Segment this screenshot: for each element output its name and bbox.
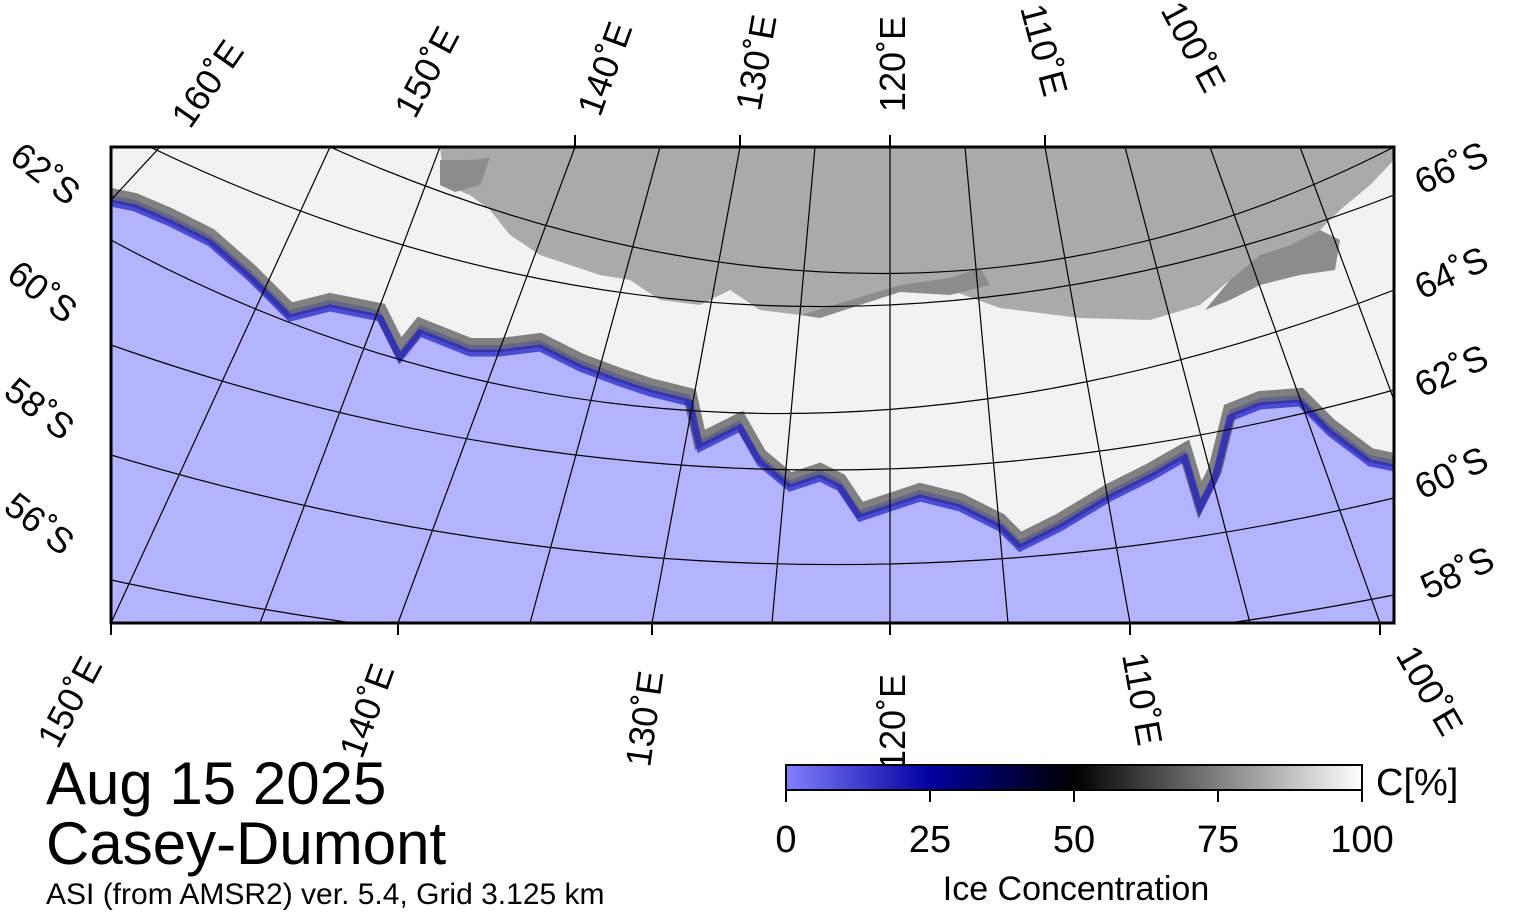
map-area (111, 147, 1394, 623)
bottom-lon-label-140: 140˚E (331, 658, 402, 762)
latitude-grid (111, 147, 1394, 623)
ice-shelf-area-west (440, 158, 490, 192)
right-latitude-labels: 66˚S 64˚S 62˚S 60˚S 58˚S (1408, 133, 1500, 607)
right-lat-label-64: 64˚S (1408, 238, 1494, 307)
right-lat-label-62: 62˚S (1408, 336, 1494, 405)
colorbar-label: Ice Concentration (943, 870, 1210, 908)
longitude-grid (111, 147, 1394, 623)
ice-edge-band (111, 188, 1394, 549)
bottom-lon-label-130: 130˚E (617, 668, 671, 769)
colorbar-gradient (785, 764, 1363, 791)
colorbar-unit: C[%] (1376, 762, 1458, 804)
colorbar-tick-25: 25 (909, 819, 951, 861)
top-lon-label-140: 140˚E (569, 16, 640, 120)
colorbar-tick-0: 0 (775, 819, 796, 861)
bottom-lon-label-100: 100˚E (1388, 639, 1472, 743)
bottom-lon-label-150: 150˚E (29, 650, 110, 754)
bottom-lon-label-110: 110˚E (1114, 649, 1171, 748)
frame-ticks (110, 135, 1381, 635)
colorbar-tick-75: 75 (1197, 819, 1239, 861)
antarctica-land (440, 147, 1394, 320)
top-lon-label-100: 100˚E (1153, 0, 1234, 99)
colorbar-tick-100: 100 (1330, 819, 1393, 861)
right-lat-label-60: 60˚S (1408, 438, 1494, 507)
left-lat-label-60: 60˚S (0, 252, 85, 331)
ice-shelf-area-central (800, 268, 990, 318)
colorbar-tick-50: 50 (1053, 819, 1095, 861)
top-lon-label-110: 110˚E (1012, 0, 1076, 100)
left-lat-label-62: 62˚S (3, 134, 88, 213)
left-lat-label-58: 58˚S (0, 369, 82, 448)
bottom-lon-label-120: 120˚E (872, 674, 913, 770)
source-subtitle: ASI (from AMSR2) ver. 5.4, Grid 3.125 km (46, 878, 605, 911)
right-lat-label-58: 58˚S (1414, 538, 1500, 607)
low-ice-fringe (111, 199, 1394, 553)
top-lon-label-130: 130˚E (728, 12, 785, 114)
top-lon-label-150: 150˚E (386, 20, 467, 124)
map-frame (109, 145, 1396, 625)
ice-shelf-area (1205, 230, 1340, 310)
region-title: Casey-Dumont (46, 810, 447, 877)
top-longitude-labels: 160˚E 150˚E 140˚E 130˚E 120˚E 110˚E 100˚… (163, 0, 1234, 135)
right-lat-label-66: 66˚S (1408, 133, 1494, 202)
date-title: Aug 15 2025 (46, 750, 387, 817)
left-lat-label-56: 56˚S (0, 484, 82, 563)
colorbar: 0 25 50 75 100 C[%] Ice Concentration (775, 762, 1458, 908)
top-lon-label-120: 120˚E (872, 16, 913, 112)
left-latitude-labels: 62˚S 60˚S 58˚S 56˚S (0, 134, 88, 563)
top-lon-label-160: 160˚E (163, 32, 252, 134)
